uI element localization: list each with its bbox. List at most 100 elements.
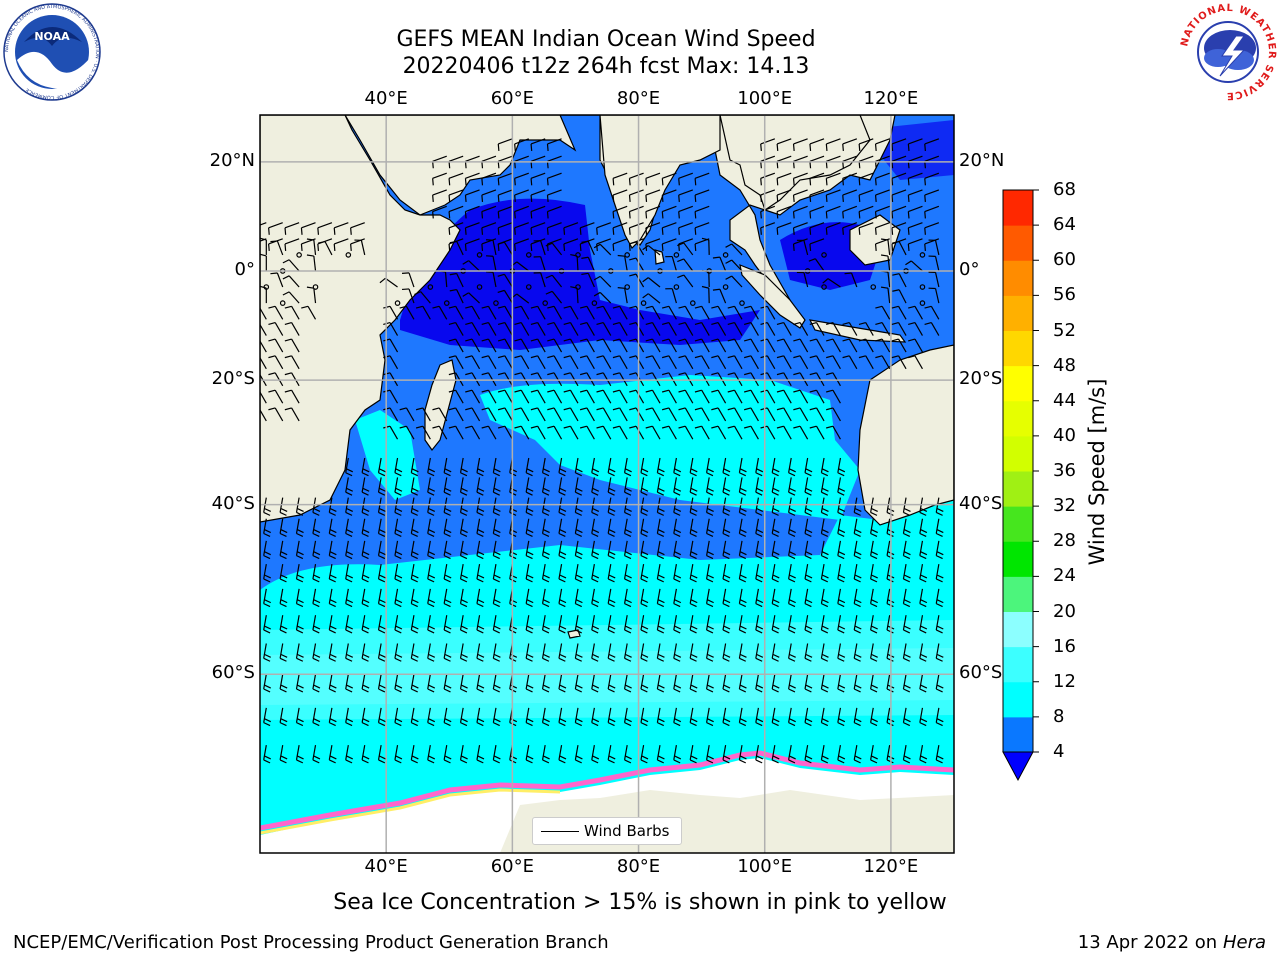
- barb-feather: [476, 511, 484, 516]
- wind-barb: [312, 745, 321, 764]
- barb-staff: [514, 155, 529, 162]
- barb-feather: [296, 684, 304, 689]
- barb-staff: [291, 322, 300, 336]
- wind-barb: [919, 284, 926, 290]
- barb-feather: [395, 487, 403, 492]
- barb-staff: [558, 707, 563, 723]
- wind-barb: [673, 540, 682, 560]
- barb-staff: [750, 305, 759, 320]
- barb-staff: [547, 138, 562, 145]
- barb-feather: [776, 227, 779, 235]
- barb-feather: [673, 722, 681, 727]
- barb-staff: [656, 588, 661, 604]
- wind-barb: [607, 643, 616, 662]
- wind-barb: [623, 540, 632, 560]
- barb-feather: [481, 194, 484, 203]
- barb-feather: [694, 305, 702, 309]
- wind-barb: [449, 240, 464, 256]
- barb-staff: [673, 615, 677, 631]
- barb-feather: [481, 305, 489, 309]
- barb-staff: [602, 389, 612, 404]
- barb-staff: [471, 425, 481, 440]
- barb-feather: [329, 718, 337, 723]
- barb-staff: [394, 674, 399, 690]
- barb-staff: [804, 707, 809, 723]
- barb-staff: [673, 540, 677, 556]
- barb-feather: [542, 532, 550, 538]
- barb-feather: [510, 599, 518, 604]
- colorbar-segment: [1003, 576, 1033, 612]
- barb-feather: [936, 507, 944, 512]
- barb-feather: [399, 305, 407, 309]
- barb-feather: [427, 603, 435, 608]
- barb-staff: [553, 389, 563, 404]
- barb-feather: [640, 759, 648, 764]
- barb-feather: [776, 355, 784, 359]
- barb-staff: [503, 273, 513, 288]
- wind-barb: [377, 707, 386, 727]
- barb-feather: [608, 529, 616, 534]
- barb-staff: [569, 372, 579, 387]
- barb-feather: [284, 389, 292, 393]
- barb-feather: [935, 629, 943, 634]
- wind-barb: [558, 457, 567, 477]
- barb-staff: [520, 322, 530, 336]
- wind-barb: [837, 707, 846, 727]
- barb-feather: [792, 243, 795, 252]
- wind-barb: [443, 300, 450, 306]
- barb-feather: [674, 551, 682, 556]
- barb-feather: [805, 718, 813, 723]
- wind-barb: [607, 564, 616, 583]
- barb-feather: [936, 574, 944, 579]
- barb-feather: [711, 372, 719, 376]
- barb-feather: [514, 338, 522, 342]
- barb-feather: [476, 472, 484, 477]
- wind-barb: [656, 564, 665, 583]
- wind-barb: [645, 338, 661, 353]
- barb-staff: [788, 588, 792, 604]
- barb-staff: [755, 477, 760, 493]
- wind-barb: [842, 189, 858, 203]
- barb-staff: [850, 272, 858, 288]
- barb-staff: [443, 588, 448, 604]
- calm-circle: [279, 300, 286, 306]
- barb-staff: [673, 707, 677, 723]
- barb-feather: [312, 578, 320, 583]
- barb-staff: [635, 257, 645, 272]
- barb-staff: [586, 425, 595, 440]
- wind-barb: [727, 322, 743, 336]
- barb-feather: [427, 511, 435, 516]
- barb-feather: [739, 487, 747, 492]
- barb-staff: [377, 457, 382, 473]
- barb-feather: [657, 684, 665, 689]
- wind-barb: [607, 540, 616, 560]
- wind-barb: [263, 564, 271, 583]
- barb-feather: [706, 759, 714, 764]
- barb-feather: [279, 603, 287, 608]
- wind-barb: [394, 588, 403, 608]
- barb-feather: [591, 532, 599, 538]
- wind-barb: [706, 615, 714, 634]
- barb-staff: [547, 189, 562, 196]
- wind-barb: [414, 291, 431, 304]
- wind-barb: [345, 540, 354, 560]
- barb-feather: [493, 468, 501, 473]
- wind-barb: [279, 615, 288, 634]
- wind-barb: [826, 322, 841, 336]
- wind-barb: [459, 643, 468, 662]
- barb-staff: [619, 425, 628, 440]
- barb-feather: [838, 529, 846, 534]
- barb-feather: [771, 578, 779, 583]
- barb-feather: [306, 238, 314, 241]
- barb-feather: [432, 305, 440, 309]
- wind-barb: [263, 615, 271, 634]
- barb-feather: [312, 511, 320, 516]
- barb-staff: [898, 322, 907, 336]
- barb-feather: [477, 507, 485, 512]
- barb-feather: [805, 529, 813, 534]
- barb-feather: [493, 688, 500, 693]
- barb-feather: [771, 491, 779, 496]
- wind-barb: [837, 745, 846, 764]
- barb-staff: [908, 238, 923, 245]
- barb-feather: [428, 468, 436, 473]
